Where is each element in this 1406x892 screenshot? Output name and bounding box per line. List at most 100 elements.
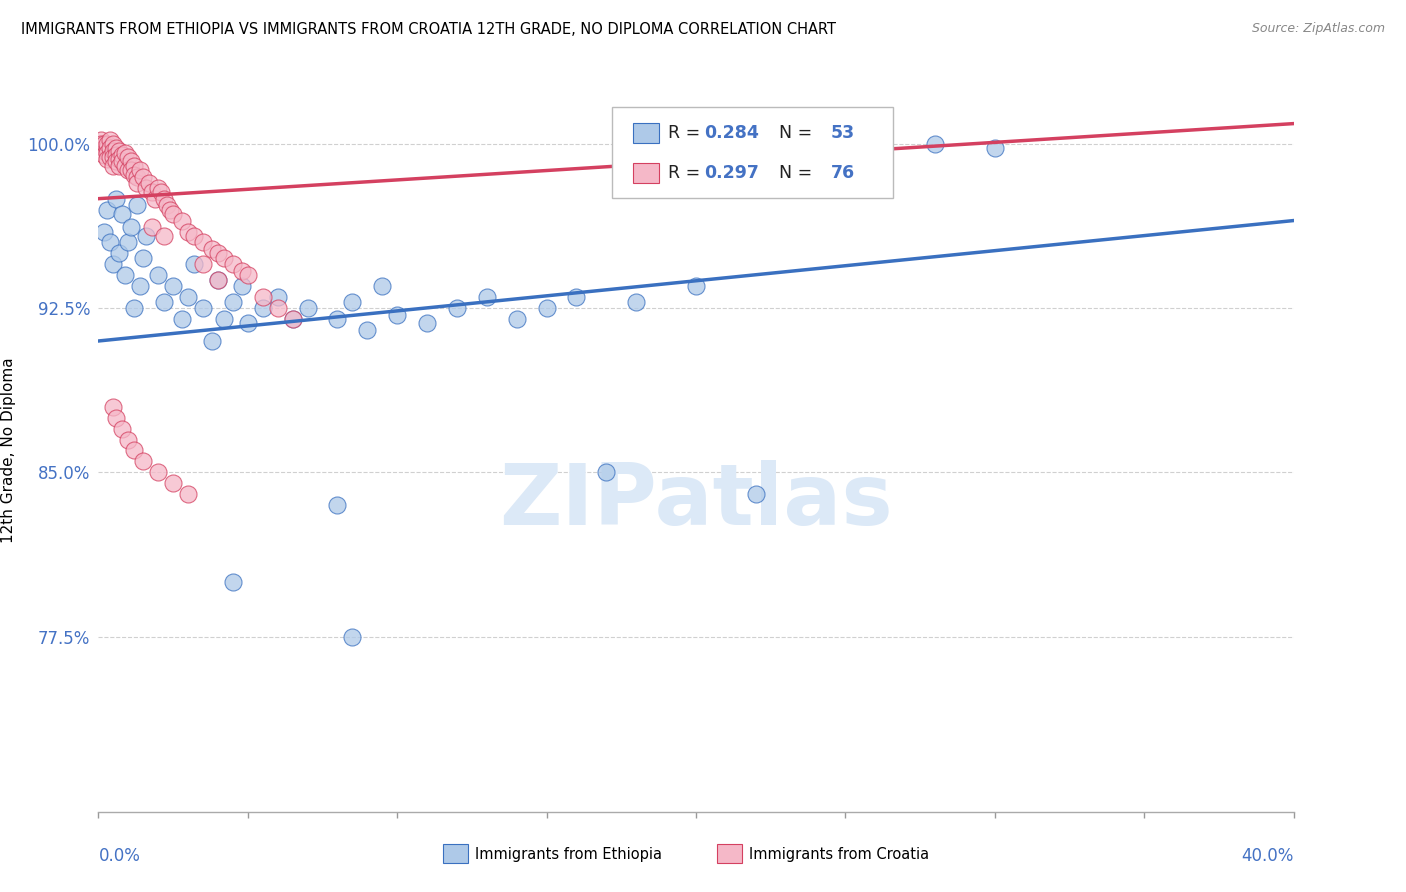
Point [153,228,176,243]
Point [201,242,224,256]
Point [124,168,146,182]
Text: 0.297: 0.297 [704,164,759,182]
Point [506,312,529,326]
Point [98,235,122,250]
Point [924,136,946,151]
Point [103,257,125,271]
Point [159,202,181,217]
Point [236,317,259,331]
Point [183,228,205,243]
Point [212,251,235,265]
Point [222,574,245,589]
Text: 0.0%: 0.0% [98,847,141,864]
Point [177,487,200,501]
Point [96,202,118,217]
Point [416,317,439,331]
Point [98,150,122,164]
Point [141,220,163,235]
Point [103,136,125,151]
Point [132,251,155,265]
Point [236,268,259,283]
Point [172,312,194,326]
Point [222,257,245,271]
Point [117,150,139,164]
Point [172,213,194,227]
Text: 76: 76 [831,164,855,182]
Point [98,141,122,155]
Point [252,301,274,315]
Point [153,192,176,206]
Point [191,301,214,315]
Point [356,323,378,337]
Point [93,141,115,155]
Point [129,279,152,293]
Point [162,207,184,221]
Point [96,153,118,167]
Point [565,290,588,304]
Point [626,294,648,309]
Point [120,220,142,235]
Point [371,279,394,293]
Point [93,225,115,239]
Text: Immigrants from Croatia: Immigrants from Croatia [749,847,929,862]
Point [177,225,200,239]
Point [153,294,176,309]
Point [297,301,319,315]
Point [103,150,125,164]
Point [105,154,128,169]
Point [111,154,134,169]
Point [207,273,229,287]
Point [90,132,112,146]
FancyBboxPatch shape [633,123,659,144]
Point [143,192,166,206]
Point [108,159,131,173]
Point [132,169,155,184]
Point [127,177,149,191]
Point [124,301,146,315]
Point [117,163,139,178]
Point [342,294,364,309]
Point [231,279,253,293]
Point [111,207,134,221]
Point [96,136,118,151]
Point [207,246,229,260]
Text: N =: N = [768,164,817,182]
Text: N =: N = [768,124,817,143]
Point [148,466,170,480]
Point [90,136,112,151]
Point [984,141,1007,155]
Point [267,301,290,315]
Point [385,308,409,322]
Point [117,433,139,447]
Point [162,279,184,293]
Text: 40.0%: 40.0% [1241,847,1294,864]
Point [267,290,290,304]
Text: Immigrants from Ethiopia: Immigrants from Ethiopia [475,847,662,862]
Point [108,246,131,260]
Point [103,159,125,173]
Point [96,145,118,160]
Point [148,180,170,194]
Point [162,476,184,491]
Point [141,185,163,199]
Point [114,159,136,173]
Point [127,169,149,184]
Point [135,180,157,194]
Point [98,132,122,146]
Point [108,153,131,167]
Point [326,312,349,326]
Point [150,185,173,199]
Text: ZIPatlas: ZIPatlas [499,459,893,542]
Point [120,163,142,178]
Point [148,268,170,283]
Point [93,136,115,151]
Point [93,148,115,162]
Point [281,312,304,326]
Point [183,257,205,271]
Point [124,159,146,173]
Point [201,334,224,348]
FancyBboxPatch shape [633,163,659,184]
FancyBboxPatch shape [613,107,893,198]
Point [129,163,152,178]
Text: 53: 53 [831,124,855,143]
